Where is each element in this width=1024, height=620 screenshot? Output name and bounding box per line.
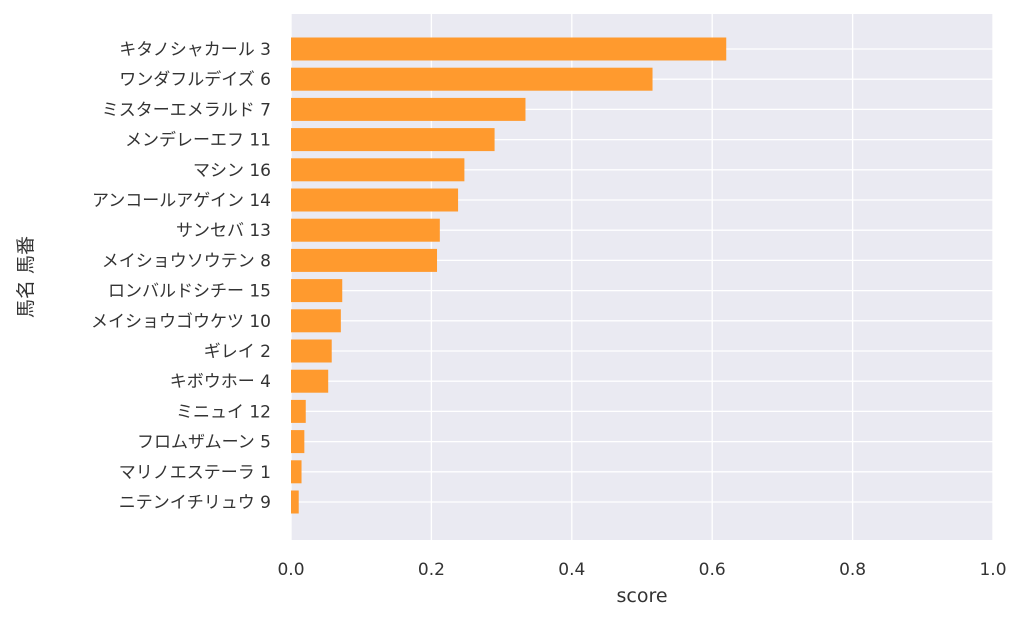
bar xyxy=(291,309,341,333)
y-tick-label: ミニュイ 12 xyxy=(176,402,271,422)
y-tick-label: フロムザムーン 5 xyxy=(137,433,271,453)
x-tick-label: 0.2 xyxy=(418,560,445,580)
x-tick-label: 1.0 xyxy=(979,560,1006,580)
bar xyxy=(291,158,465,182)
bar xyxy=(291,279,343,303)
y-axis-label: 馬名 馬番 xyxy=(15,236,37,318)
bar xyxy=(291,460,302,484)
bar xyxy=(291,67,653,91)
y-tick-label: ギレイ 2 xyxy=(204,342,271,362)
y-tick-label: メイショウゴウケツ 10 xyxy=(91,311,271,332)
x-tick-labels: 0.0 0.2 0.4 0.6 0.8 1.0 xyxy=(277,560,1006,580)
bar xyxy=(291,369,329,393)
y-tick-label: ミスターエメラルド 7 xyxy=(102,100,271,120)
bar xyxy=(291,128,495,152)
bar xyxy=(291,97,526,121)
y-tick-label: アンコールアゲイン 14 xyxy=(92,191,271,211)
y-tick-label: ロンバルドシチー 15 xyxy=(108,282,271,302)
bar xyxy=(291,188,459,212)
bar xyxy=(291,430,305,454)
bar xyxy=(291,37,727,61)
bar xyxy=(291,490,299,514)
bar xyxy=(291,339,332,363)
y-tick-label: サンセバ 13 xyxy=(176,221,271,241)
bar xyxy=(291,218,440,242)
bar xyxy=(291,399,306,423)
bar xyxy=(291,248,438,272)
y-tick-label: ワンダフルデイズ 6 xyxy=(119,69,271,90)
y-tick-label: ニテンイチリュウ 9 xyxy=(119,493,271,513)
x-axis-label: score xyxy=(616,585,667,607)
y-tick-label: キボウホー 4 xyxy=(170,372,271,392)
y-tick-label: キタノシャカール 3 xyxy=(119,40,271,60)
x-tick-label: 0.6 xyxy=(699,560,726,580)
y-tick-labels: キタノシャカール 3 ワンダフルデイズ 6 ミスターエメラルド 7 メンデレーエフ 1… xyxy=(91,40,271,513)
x-tick-label: 0.0 xyxy=(277,560,304,580)
y-tick-label: マリノエステーラ 1 xyxy=(119,463,271,483)
y-tick-label: メイショウソウテン 8 xyxy=(102,251,271,271)
plot-background xyxy=(291,14,993,540)
x-tick-label: 0.8 xyxy=(839,560,866,580)
x-tick-label: 0.4 xyxy=(558,560,585,580)
bars xyxy=(291,37,727,514)
y-tick-label: メンデレーエフ 11 xyxy=(125,130,271,151)
y-tick-label: マシン 16 xyxy=(193,161,271,181)
